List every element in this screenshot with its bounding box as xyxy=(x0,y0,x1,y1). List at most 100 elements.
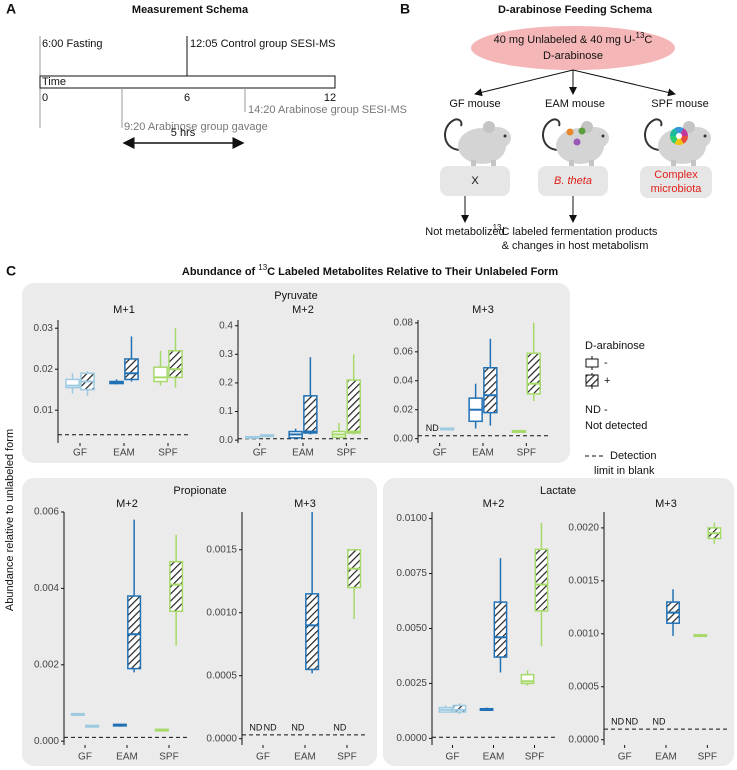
y-tick-label: 0.03 xyxy=(34,323,54,334)
x-tick-label: EAM xyxy=(472,448,494,459)
dose-text: 40 mg Unlabeled & 40 mg U- xyxy=(494,34,636,46)
event: 12:05 Control group SESI-MS xyxy=(190,38,336,50)
panel-b: B D-arabinose Feeding Schema 40 mg Unlab… xyxy=(400,1,712,252)
subplot-title: M+3 xyxy=(472,304,494,316)
legend-entry: + xyxy=(604,375,610,387)
nd-label: ND xyxy=(249,722,262,732)
nd-label: ND xyxy=(611,716,624,726)
y-tick-label: 0.004 xyxy=(34,583,59,594)
legend-entry: - xyxy=(604,357,608,369)
box xyxy=(483,367,498,414)
box xyxy=(346,379,361,434)
box xyxy=(305,593,320,671)
microbe-box xyxy=(440,166,510,196)
legend-title: D-arabinose xyxy=(585,340,645,352)
event: 14:20 Arabinose group SESI-MS xyxy=(248,104,407,116)
microbe-box xyxy=(538,166,608,196)
x-tick-label: EAM xyxy=(294,752,316,763)
x-tick-label: SPF xyxy=(158,448,177,459)
arrow xyxy=(572,69,676,97)
box xyxy=(169,560,184,613)
dose-ellipse xyxy=(471,26,675,70)
x-tick-label: SPF xyxy=(525,752,544,763)
panel-label: A xyxy=(6,1,16,17)
legend-note: limit in blank xyxy=(594,465,655,477)
x-tick-label: SPF xyxy=(517,448,536,459)
mouse-name: SPF mouse xyxy=(651,98,708,110)
y-tick-label: 0.0075 xyxy=(396,568,427,579)
y-tick-label: 0.002 xyxy=(34,659,59,670)
y-tick-label: 0.4 xyxy=(219,320,233,331)
y-tick-label: 0.000 xyxy=(34,736,59,747)
outcome: Not metabolized xyxy=(425,226,505,238)
y-tick-label: 0.0025 xyxy=(396,678,427,689)
group-panel xyxy=(22,283,570,463)
panel-label: B xyxy=(400,1,410,17)
mouse-name: GF mouse xyxy=(449,98,500,110)
box xyxy=(534,548,549,612)
y-tick-label: 0.0015 xyxy=(206,544,237,555)
nd-label: ND xyxy=(333,722,346,732)
panel-a: A Measurement Schema 6:00 Fasting 12:05 … xyxy=(6,1,407,149)
panel-title: D-arabinose Feeding Schema xyxy=(498,4,653,16)
group-title: Propionate xyxy=(173,485,226,497)
x-tick-label: SPF xyxy=(337,752,356,763)
y-tick-label: 0.0050 xyxy=(396,623,427,634)
microbe: Complex xyxy=(654,169,698,181)
box xyxy=(65,378,80,389)
box xyxy=(124,358,139,381)
y-axis-title: Abundance relative to unlabeled form xyxy=(4,429,16,611)
subplot-title: M+2 xyxy=(292,304,314,316)
x-tick-label: EAM xyxy=(483,752,505,763)
y-tick-label: 0.08 xyxy=(394,318,414,329)
group-title: Pyruvate xyxy=(274,290,317,302)
subplot-title: M+2 xyxy=(116,498,138,510)
box xyxy=(520,673,535,685)
y-tick-label: 0.006 xyxy=(34,507,59,518)
dose: 40 mg Unlabeled & 40 mg U-13C xyxy=(494,31,653,46)
mouse-icon xyxy=(444,118,512,169)
arrow xyxy=(474,69,574,97)
panel-label: C xyxy=(6,263,16,279)
timeline-tick: 12 xyxy=(324,92,336,104)
microbe: microbiota xyxy=(651,183,703,195)
group-panel xyxy=(22,478,377,766)
x-tick-label: EAM xyxy=(292,448,314,459)
title-text: C Labeled Metabolites Relative to Their … xyxy=(267,266,558,278)
y-tick-label: 0.0010 xyxy=(568,628,599,639)
subplot-title: M+3 xyxy=(655,498,677,510)
nd-label: ND xyxy=(426,423,439,433)
y-tick-label: 0.3 xyxy=(219,349,233,360)
y-tick-label: 0.0000 xyxy=(568,734,599,745)
nd-label: ND xyxy=(625,716,638,726)
event: 6:00 Fasting xyxy=(42,38,103,50)
box xyxy=(452,704,467,713)
timeline-label: Time xyxy=(42,76,66,88)
y-tick-label: 0.1 xyxy=(219,406,233,417)
group-title: Lactate xyxy=(540,485,576,497)
nd-label: ND xyxy=(264,722,277,732)
timeline xyxy=(39,75,336,89)
y-tick-label: 0.0100 xyxy=(396,513,427,524)
x-tick-label: GF xyxy=(78,752,92,763)
legend-note: Detection xyxy=(610,450,656,462)
y-tick-label: 0.01 xyxy=(34,405,54,416)
panel-title: Abundance of 13C Labeled Metabolites Rel… xyxy=(182,263,558,278)
x-tick-label: EAM xyxy=(116,752,138,763)
box xyxy=(168,350,183,379)
y-tick-label: 0.0020 xyxy=(568,523,599,534)
superscript: 13 xyxy=(258,263,267,272)
event: 9:20 Arabinose group gavage xyxy=(124,121,268,133)
x-tick-label: GF xyxy=(256,752,270,763)
timeline-tick: 6 xyxy=(184,92,190,104)
panel-title: Measurement Schema xyxy=(132,4,249,16)
legend-icon xyxy=(585,374,599,387)
x-tick-label: GF xyxy=(433,448,447,459)
microbe-box xyxy=(640,166,712,198)
y-tick-label: 0.02 xyxy=(394,404,414,415)
legend-note: Not detected xyxy=(585,420,647,432)
box xyxy=(526,352,541,395)
nd-label: ND xyxy=(291,722,304,732)
box xyxy=(303,395,318,434)
y-tick-label: 0.06 xyxy=(394,346,414,357)
